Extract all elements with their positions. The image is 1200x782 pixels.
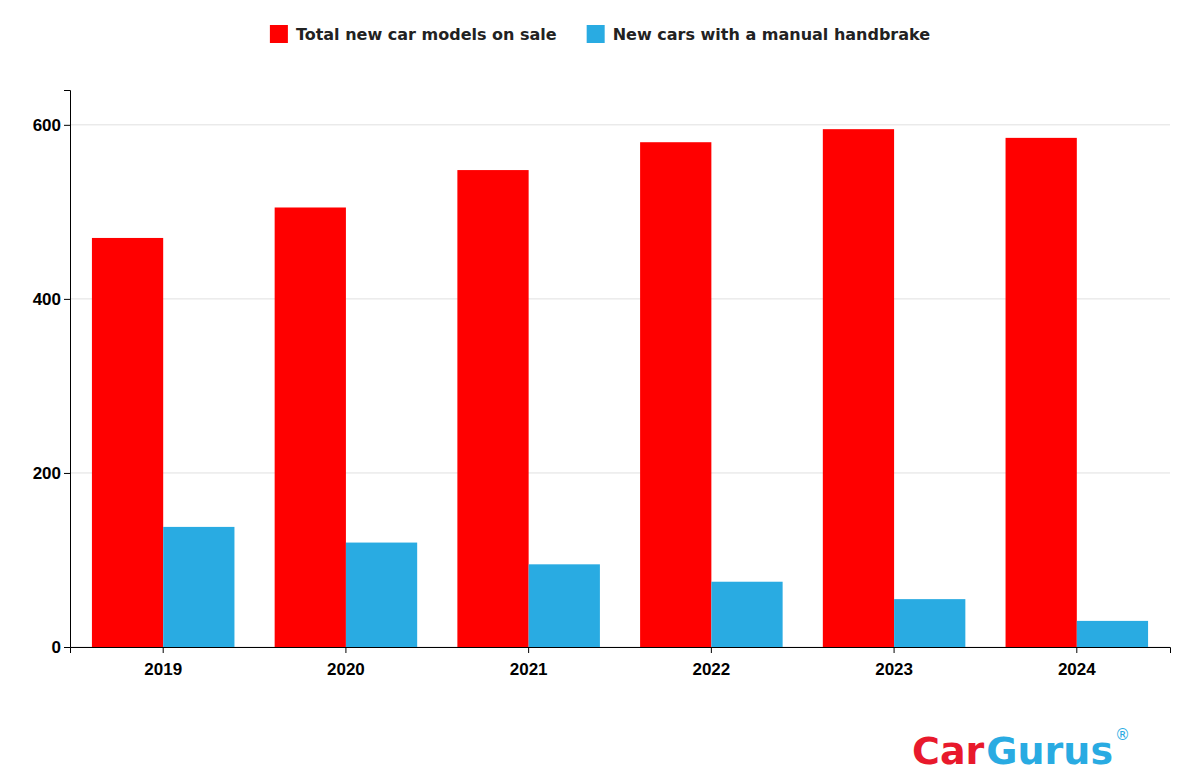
y-tick-label: 400 [33, 290, 61, 309]
grid-line [70, 124, 1170, 125]
legend-swatch [270, 25, 288, 43]
x-tick: 2022 [692, 647, 730, 679]
legend-label: New cars with a manual handbrake [613, 25, 931, 44]
x-axis: 2019 2020 2021 2022 2023 2024 [71, 647, 1171, 679]
bar [1006, 138, 1077, 647]
x-tick-mark [711, 647, 712, 653]
legend-item: New cars with a manual handbrake [587, 25, 931, 44]
bar [92, 238, 163, 647]
y-tick: 200 [33, 464, 70, 483]
x-tick: 2019 [144, 647, 182, 679]
bar [894, 599, 965, 647]
y-tick: 0 [52, 638, 70, 657]
bar [1077, 621, 1148, 647]
x-tick-mark [163, 647, 164, 653]
y-tick-label: 200 [33, 464, 61, 483]
bar [823, 129, 894, 647]
bar [640, 142, 711, 647]
x-tick-label: 2021 [510, 660, 548, 679]
x-tick-mark [894, 647, 895, 653]
x-tick-label: 2020 [327, 660, 365, 679]
grid-line [70, 472, 1170, 473]
x-tick-label: 2023 [875, 660, 913, 679]
x-tick-label: 2019 [144, 660, 182, 679]
legend: Total new car models on sale New cars wit… [270, 25, 930, 44]
legend-item: Total new car models on sale [270, 25, 557, 44]
bar-series [163, 527, 1148, 647]
bar [346, 543, 417, 647]
bar [529, 564, 600, 647]
bar [275, 207, 346, 647]
annotation: Car [912, 729, 985, 773]
x-tick-mark [1076, 647, 1077, 653]
y-tick-mark [64, 125, 70, 126]
bars [92, 129, 1148, 647]
y-tick-mark [64, 647, 70, 648]
annotation: Gurus [986, 729, 1113, 773]
x-tick: 2024 [1058, 647, 1096, 679]
x-tick-label: 2022 [692, 660, 730, 679]
x-tick-mark [345, 647, 346, 653]
annotation: ® [1115, 726, 1130, 744]
chart: 2019 2020 2021 2022 2023 2024 0 200 400 600 Total … [0, 0, 1200, 782]
y-tick-label: 600 [33, 116, 61, 135]
bar [163, 527, 234, 647]
bar [711, 582, 782, 647]
y-axis-line [64, 91, 71, 648]
legend-label: Total new car models on sale [296, 25, 557, 44]
annotations: CarGurus® [912, 726, 1130, 773]
bar [457, 170, 528, 647]
x-tick: 2021 [510, 647, 548, 679]
y-tick-mark [64, 473, 70, 474]
x-tick-mark [528, 647, 529, 653]
grid [70, 125, 1170, 647]
y-axis: 0 200 400 600 [33, 91, 71, 657]
grid-line [70, 298, 1170, 299]
bar-series [92, 129, 1077, 647]
legend-swatch [587, 25, 605, 43]
y-tick: 400 [33, 290, 70, 309]
plot: 2019 2020 2021 2022 2023 2024 0 200 400 600 [33, 91, 1171, 679]
x-tick-label: 2024 [1058, 660, 1096, 679]
y-tick-mark [64, 299, 70, 300]
x-tick: 2023 [875, 647, 913, 679]
x-tick: 2020 [327, 647, 365, 679]
y-tick: 600 [33, 116, 70, 135]
x-axis-line [71, 648, 1171, 654]
y-tick-label: 0 [52, 638, 61, 657]
